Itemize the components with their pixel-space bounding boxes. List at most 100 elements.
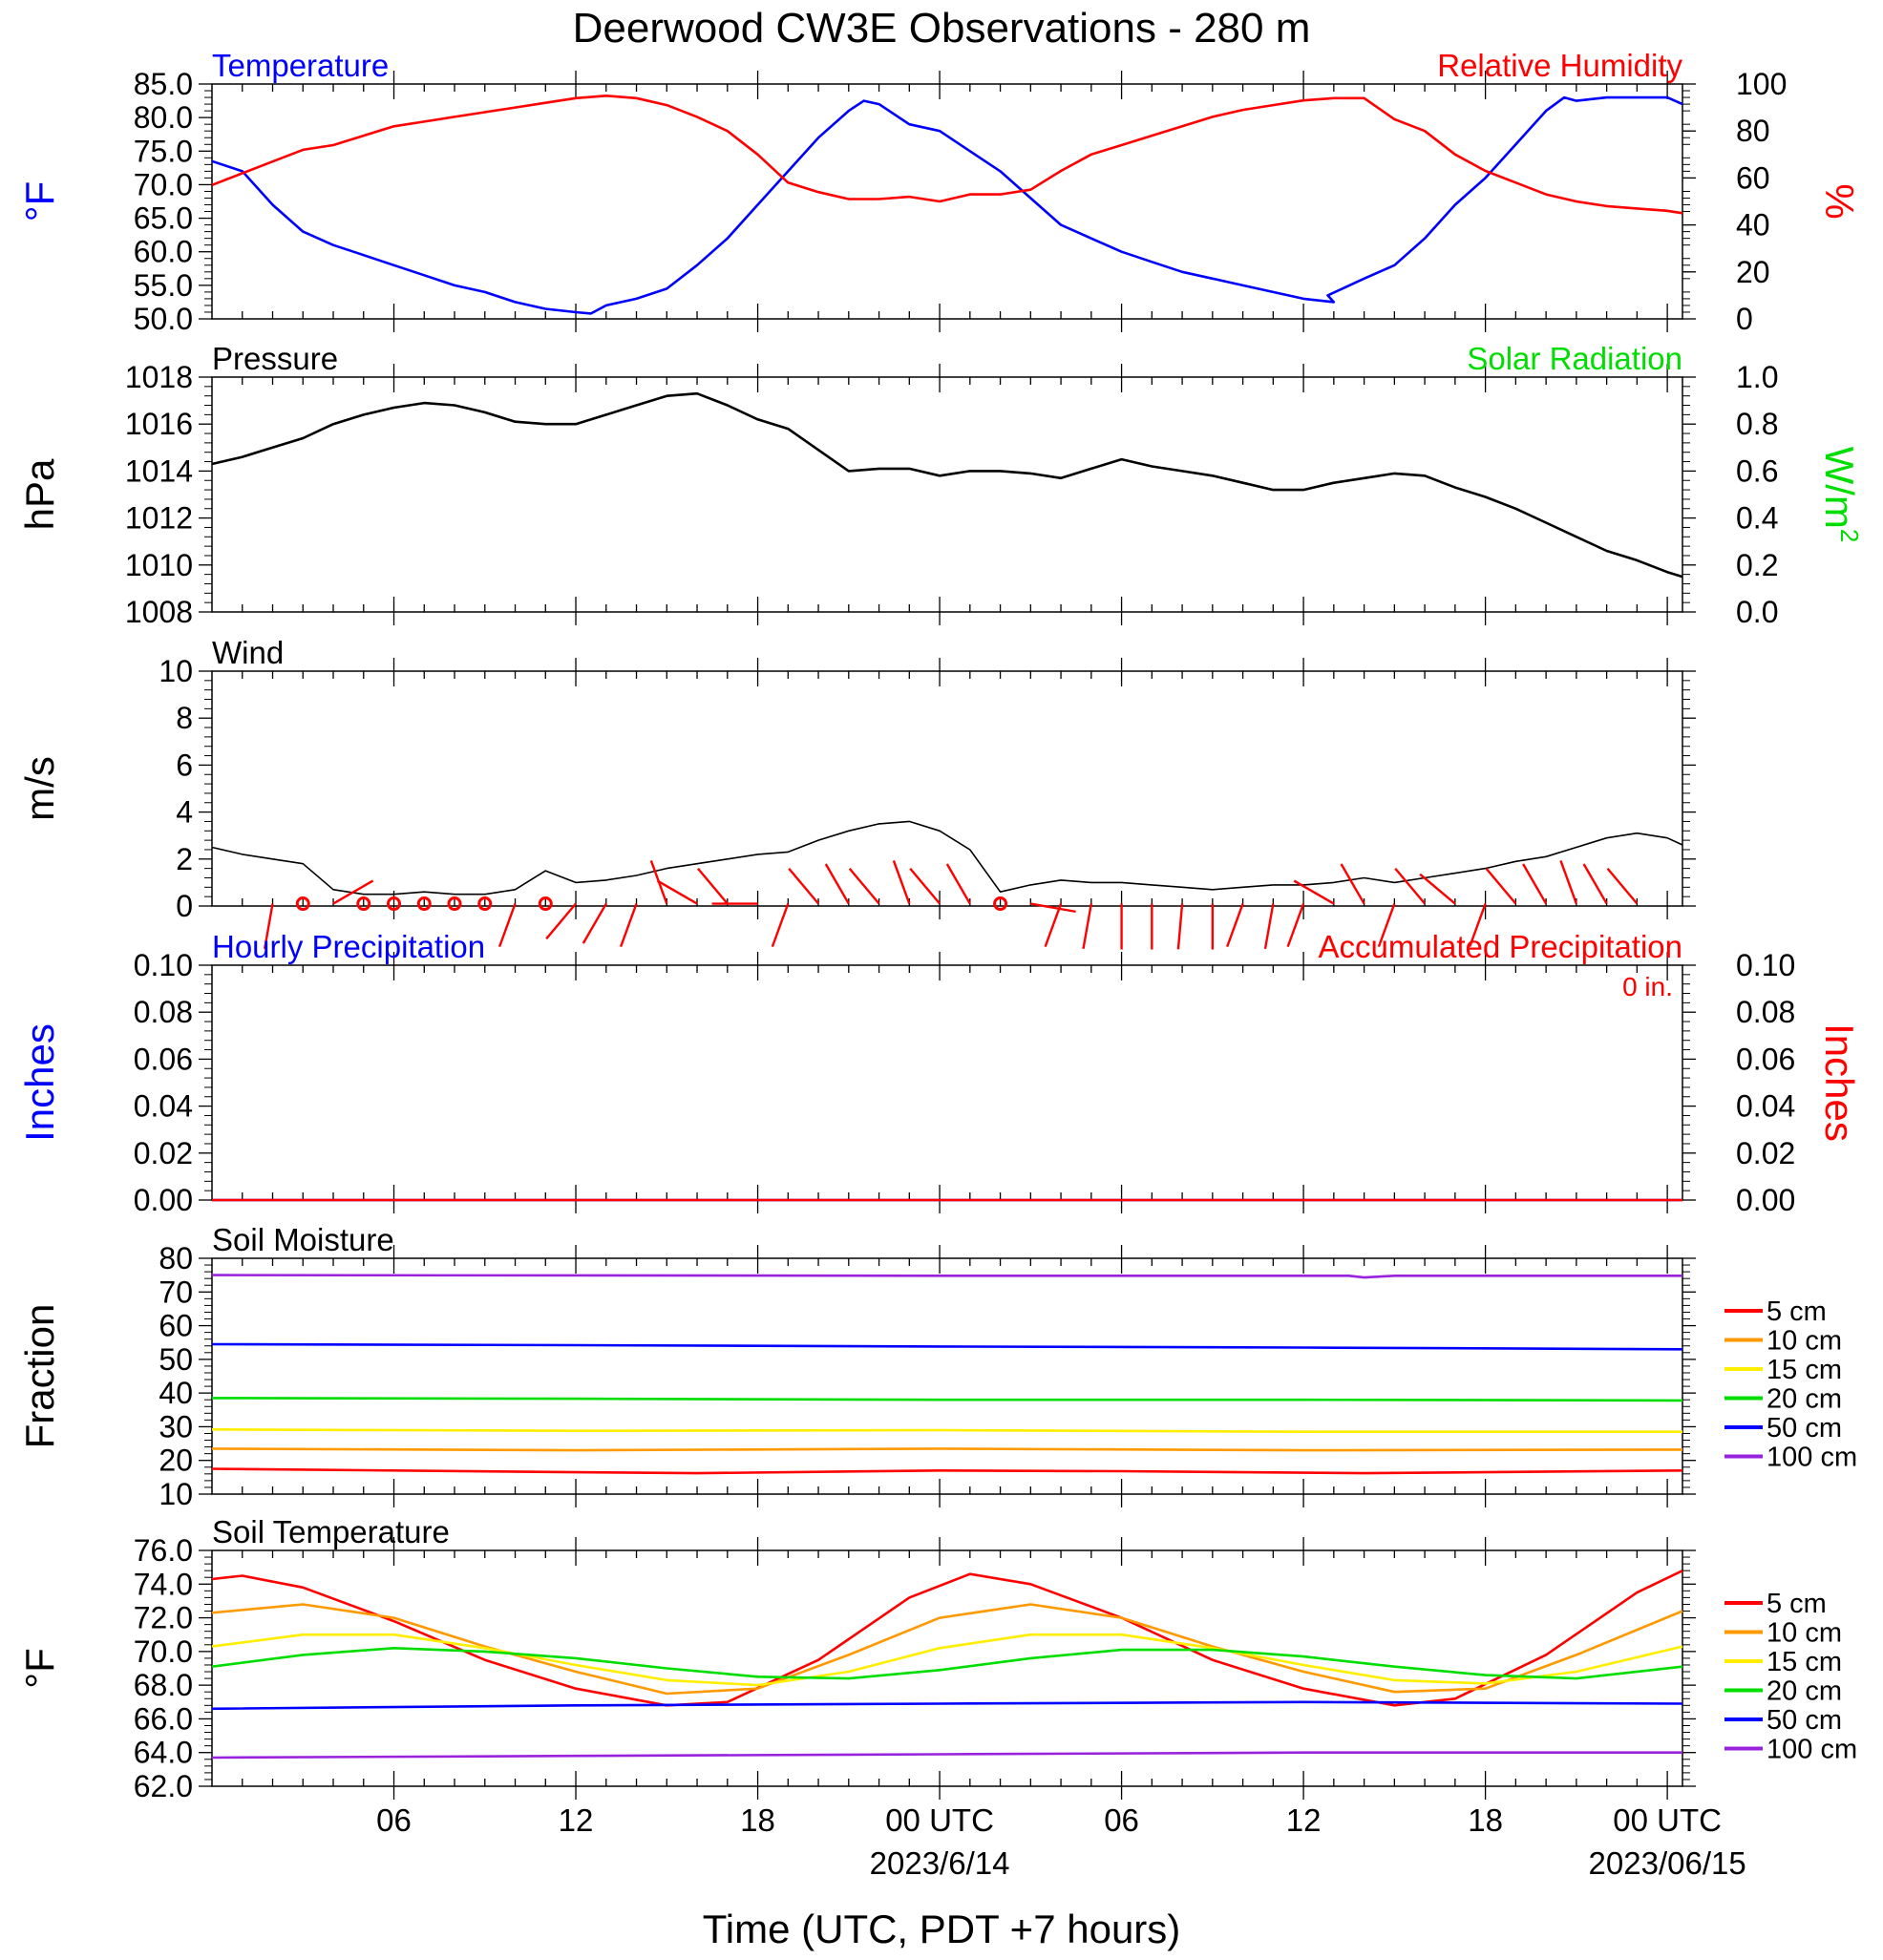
panel-right-title: Accumulated Precipitation [1318, 929, 1682, 964]
legend-label: 20 cm [1767, 1384, 1842, 1415]
y-tick-label-right: 0 [1736, 302, 1753, 336]
panel-left-title: Soil Moisture [212, 1222, 394, 1257]
y-axis-label: °F [17, 181, 62, 221]
y-tick-label: 80 [159, 1241, 193, 1275]
panel-right-title: Relative Humidity [1437, 48, 1682, 83]
wind-barb [1394, 867, 1427, 905]
series-line-15-cm [211, 1633, 1683, 1687]
panel-left-title: Wind [212, 635, 284, 670]
x-tick-label: 06 [1104, 1802, 1139, 1838]
calm-wind-marker [387, 896, 402, 912]
series-line-10-cm [211, 1447, 1683, 1452]
x-tick-label: 18 [740, 1802, 775, 1838]
y-axis-label: hPa [17, 458, 62, 530]
wind-barb [848, 867, 880, 905]
wind-barb [909, 867, 941, 905]
y-tick-label: 8 [176, 701, 193, 735]
y-tick-label-right: 0.00 [1736, 1183, 1795, 1217]
legend-label: 5 cm [1767, 1589, 1827, 1619]
series-line-5-cm [211, 1467, 1683, 1475]
wind-barb [892, 860, 911, 904]
series-line-relative-humidity [211, 95, 1683, 215]
x-tick-label: 00 UTC [1613, 1802, 1722, 1838]
series-line-20-cm [211, 1647, 1683, 1680]
y-axis-label: Fraction [17, 1304, 62, 1449]
y-tick-label: 1010 [125, 548, 193, 582]
y-tick-label-right: 0.04 [1736, 1089, 1795, 1124]
y-tick-label: 64.0 [134, 1736, 193, 1770]
wind-barb [945, 863, 971, 905]
y-tick-label-right: 80 [1736, 114, 1770, 148]
legend-label: 50 cm [1767, 1413, 1842, 1444]
y-tick-label: 30 [159, 1409, 193, 1444]
y-tick-label-right: 100 [1736, 67, 1787, 101]
y-tick-label: 1016 [125, 407, 193, 441]
y-tick-label: 0.06 [134, 1042, 193, 1076]
wind-barb [545, 902, 577, 940]
accumulated-total-label: 0 in. [1622, 972, 1673, 1001]
y-axis-label: Inches [17, 1023, 62, 1142]
y-tick-label: 20 [159, 1444, 193, 1478]
wind-barb [771, 903, 790, 948]
calm-wind-marker [477, 896, 493, 912]
wind-barb [1559, 860, 1577, 904]
panel-frame [211, 670, 1683, 907]
y-tick-label: 68.0 [134, 1668, 193, 1702]
y-axis-label-right: Inches [1817, 1023, 1862, 1142]
legend-label: 15 cm [1767, 1647, 1842, 1677]
wind-barb [1485, 867, 1517, 905]
legend-label: 100 cm [1767, 1735, 1857, 1765]
series-line-50-cm [211, 1700, 1683, 1711]
y-tick-label: 50 [159, 1342, 193, 1377]
y-tick-label-right: 0.0 [1736, 595, 1778, 629]
panel-frame [211, 1257, 1683, 1495]
wind-barb [1377, 903, 1396, 948]
calm-wind-marker [538, 896, 553, 912]
y-tick-label-right: 0.6 [1736, 453, 1778, 488]
panel-pressure: 1008 1010 1012 1014 1016 1018 0.0 0.2 0.4 0.6 0.8 1… [17, 341, 1864, 629]
x-tick-label: 12 [1286, 1802, 1322, 1838]
panel-frame [211, 83, 1683, 320]
legend-label: 10 cm [1767, 1326, 1842, 1357]
y-tick-label-right: 0.08 [1736, 995, 1795, 1029]
panel-left-title: Pressure [212, 341, 338, 376]
calm-wind-marker [447, 896, 462, 912]
y-tick-label: 60.0 [134, 235, 193, 269]
wind-barb [1469, 903, 1487, 948]
legend-label: 15 cm [1767, 1355, 1842, 1385]
y-tick-label: 0.02 [134, 1136, 193, 1170]
y-tick-label: 60 [159, 1309, 193, 1343]
wind-barb [788, 867, 819, 905]
calm-wind-marker [295, 896, 310, 912]
y-tick-label: 0.08 [134, 995, 193, 1029]
y-axis-label: °F [17, 1648, 62, 1688]
panel-temp_rh: 50.055.060.065.070.075.080.085.0 0 20 40 60 8… [17, 48, 1862, 336]
wind-barb [1286, 903, 1305, 948]
wind-barb [697, 867, 729, 905]
y-axis-label-right-superscript: 2 [1835, 529, 1864, 542]
series-line-10-cm [211, 1603, 1683, 1696]
y-tick-label: 66.0 [134, 1701, 193, 1736]
y-tick-label: 6 [176, 748, 193, 782]
y-tick-label: 2 [176, 842, 193, 876]
legend-label: 50 cm [1767, 1705, 1842, 1736]
y-tick-label: 4 [176, 795, 193, 830]
y-tick-label: 80.0 [134, 100, 193, 135]
y-tick-label: 10 [159, 1477, 193, 1511]
series-line-100-cm [211, 1274, 1682, 1279]
y-tick-label: 85.0 [134, 67, 193, 101]
y-tick-label: 0.00 [134, 1183, 193, 1217]
legend-label: 5 cm [1767, 1296, 1827, 1327]
wind-barb [332, 879, 374, 905]
panel-right-title: Solar Radiation [1467, 341, 1682, 376]
wind-barb [1340, 863, 1365, 905]
series-line-20-cm [211, 1397, 1683, 1402]
wind-barb [1226, 903, 1244, 948]
y-axis-label-right: % [1817, 183, 1862, 219]
y-tick-label-right: 40 [1736, 208, 1770, 242]
wind-barb [1044, 903, 1063, 948]
panel-left-title: Hourly Precipitation [212, 929, 485, 964]
x-tick-sublabel: 2023/6/14 [870, 1845, 1010, 1881]
